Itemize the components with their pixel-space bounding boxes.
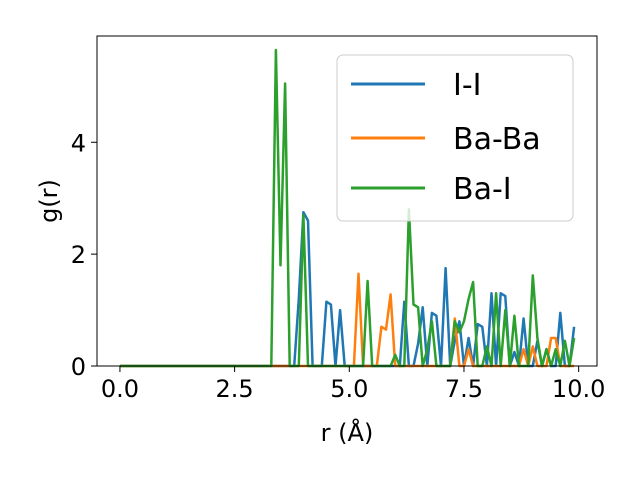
x-tick-label: 5.0 [330,375,368,403]
legend-label: Ba-Ba [453,122,541,157]
y-axis-label: g(r) [35,179,63,223]
x-tick-label: 0.0 [101,375,139,403]
legend-box [336,54,574,222]
x-tick-label: 2.5 [216,375,254,403]
plot-frame [96,35,598,367]
series-line-0 [119,210,576,368]
x-axis-label: r (Å) [321,418,374,447]
legend-label: Ba-I [453,172,512,207]
x-tick-label: 10.0 [552,375,605,403]
y-tick-label: 4 [71,129,86,157]
y-tick-label: 0 [71,353,86,381]
legend: I-I Ba-Ba Ba-I [336,54,574,222]
x-axis: 0.0 2.5 5.0 7.5 10.0 [101,366,605,403]
legend-label: I-I [453,68,482,103]
series-line-1 [119,272,575,368]
y-axis: 0 2 4 [71,129,97,381]
y-tick-label: 2 [71,241,86,269]
x-tick-label: 7.5 [445,375,483,403]
